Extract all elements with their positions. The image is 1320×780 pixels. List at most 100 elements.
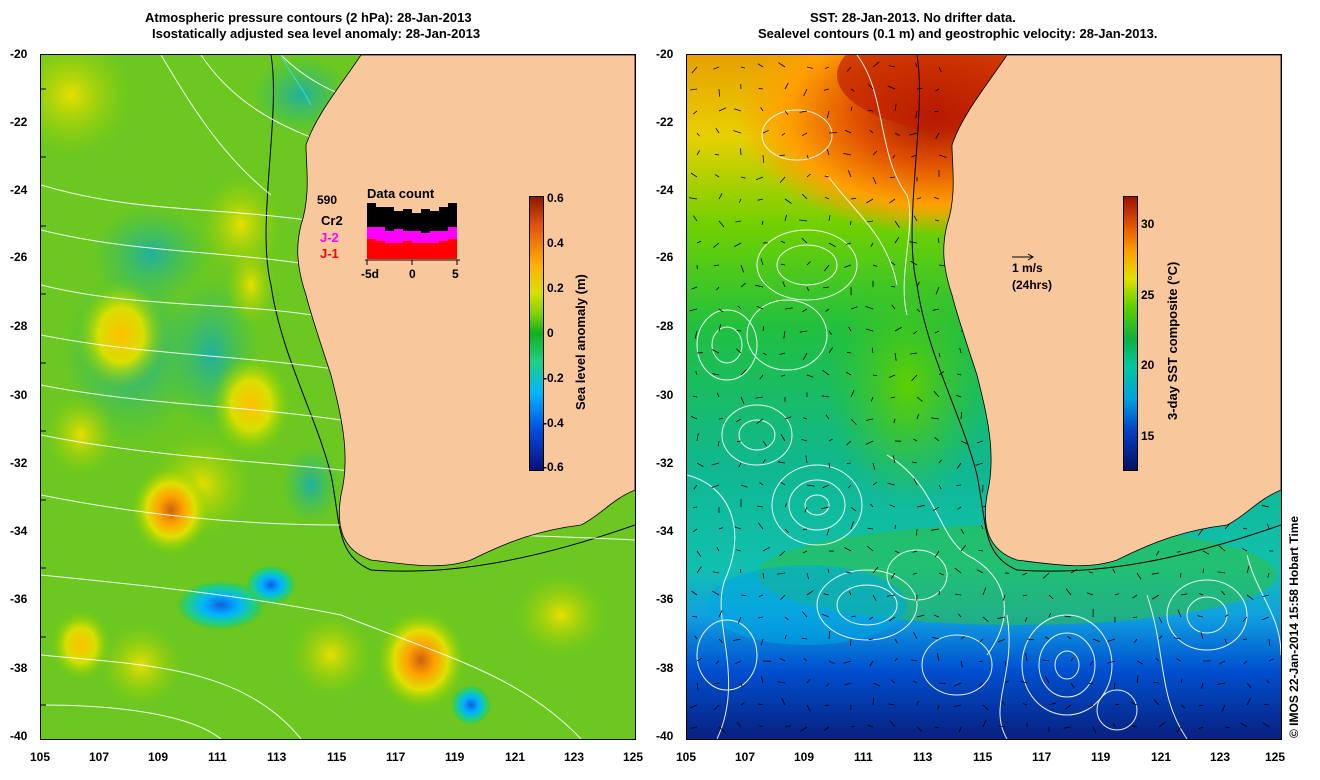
velocity-vector: [913, 330, 918, 335]
velocity-vector: [870, 503, 874, 508]
velocity-vector: [1246, 594, 1254, 601]
velocity-vector: [1114, 593, 1120, 596]
velocity-vector: [784, 528, 789, 533]
velocity-vector: [934, 614, 940, 618]
velocity-vector: [784, 110, 789, 115]
velocity-vector: [866, 198, 874, 204]
velocity-vector: [713, 242, 720, 248]
velocity-vector: [850, 220, 852, 226]
velocity-vector: [736, 549, 742, 552]
velocity-vector: [1044, 636, 1050, 640]
velocity-vector: [846, 440, 852, 446]
velocity-vector: [844, 682, 852, 686]
velocity-vector: [823, 726, 830, 731]
velocity-vector: [711, 462, 720, 466]
velocity-vector: [872, 176, 877, 185]
velocity-vector: [740, 484, 748, 488]
velocity-vector: [738, 462, 742, 468]
velocity-vector: [713, 264, 720, 267]
velocity-vector: [1070, 568, 1078, 574]
velocity-vector: [937, 237, 940, 244]
velocity-vector: [1217, 571, 1226, 574]
velocity-vector: [1242, 638, 1248, 640]
velocity-vector: [934, 197, 940, 200]
velocity-vector: [1224, 726, 1230, 729]
velocity-vector: [872, 374, 878, 376]
lon-tick: 113: [267, 750, 287, 764]
velocity-vector: [762, 154, 765, 163]
velocity-vector: [871, 347, 874, 354]
velocity-vector: [1155, 550, 1160, 556]
velocity-vector: [1151, 572, 1160, 575]
velocity-vector: [978, 660, 984, 662]
velocity-vector: [893, 418, 896, 424]
velocity-vector: [1092, 638, 1101, 642]
velocity-vector: [932, 636, 940, 640]
velocity-vector: [1023, 594, 1028, 597]
data-count-bars: [365, 203, 460, 265]
velocity-vector: [872, 594, 877, 601]
velocity-vector: [916, 414, 919, 420]
velocity-vector: [823, 593, 830, 596]
sla-tick: 0.4: [547, 236, 564, 250]
velocity-vector: [846, 66, 852, 72]
velocity-vector: [803, 658, 808, 662]
velocity-vector: [978, 549, 984, 552]
velocity-vector: [909, 241, 918, 244]
lat-tick: -22: [656, 115, 674, 129]
velocity-vector: [1221, 590, 1226, 596]
velocity-vector: [848, 326, 852, 332]
velocity-vector: [756, 418, 764, 425]
velocity-vector: [823, 286, 830, 289]
velocity-vector: [894, 327, 902, 332]
velocity-vector: [715, 660, 720, 664]
velocity-vector: [980, 525, 984, 530]
velocity-vector: [801, 611, 808, 618]
velocity-vector: [1048, 613, 1051, 618]
velocity-vector: [718, 418, 724, 420]
velocity-vector: [936, 653, 940, 662]
velocity-vector: [869, 660, 874, 667]
velocity-vector: [916, 700, 919, 706]
velocity-vector: [916, 87, 923, 90]
velocity-vector: [740, 66, 745, 69]
sst-colorbar: [1123, 196, 1138, 471]
data-count-x-label: 0: [409, 267, 416, 281]
velocity-vector: [938, 371, 945, 376]
sla-tick: -0.4: [543, 416, 564, 430]
velocity-vector: [872, 566, 879, 574]
velocity-vector: [760, 107, 764, 112]
velocity-vector: [872, 481, 878, 486]
velocity-vector: [1022, 703, 1028, 706]
velocity-vector: [954, 593, 962, 596]
velocity-vector: [1176, 550, 1182, 553]
velocity-vector: [757, 505, 764, 508]
velocity-vector: [916, 726, 923, 732]
velocity-vector: [735, 220, 742, 223]
velocity-vector: [938, 484, 942, 490]
australia-land: [943, 55, 1281, 567]
velocity-vector: [1199, 593, 1204, 596]
velocity-vector: [890, 396, 896, 399]
velocity-vector: [890, 572, 896, 579]
velocity-vector: [779, 176, 786, 183]
sla-colorbar: [529, 196, 544, 471]
velocity-vector: [758, 616, 764, 619]
velocity-vector: [737, 305, 742, 310]
velocity-vector: [760, 675, 764, 684]
lat-tick: -26: [656, 250, 674, 264]
lat-tick: -40: [10, 729, 28, 743]
lon-tick: 109: [148, 750, 169, 764]
lat-tick: -34: [10, 524, 28, 538]
velocity-vector: [800, 726, 808, 732]
velocity-vector: [780, 263, 786, 266]
sst-tick: 30: [1141, 217, 1155, 231]
velocity-vector: [850, 521, 854, 530]
velocity-vector: [1048, 594, 1054, 600]
velocity-vector: [1132, 616, 1138, 618]
velocity-vector: [715, 127, 720, 134]
velocity-vector: [912, 550, 918, 553]
velocity-vector: [801, 237, 808, 244]
velocity-vector: [802, 417, 808, 420]
lat-tick: -36: [10, 592, 28, 606]
